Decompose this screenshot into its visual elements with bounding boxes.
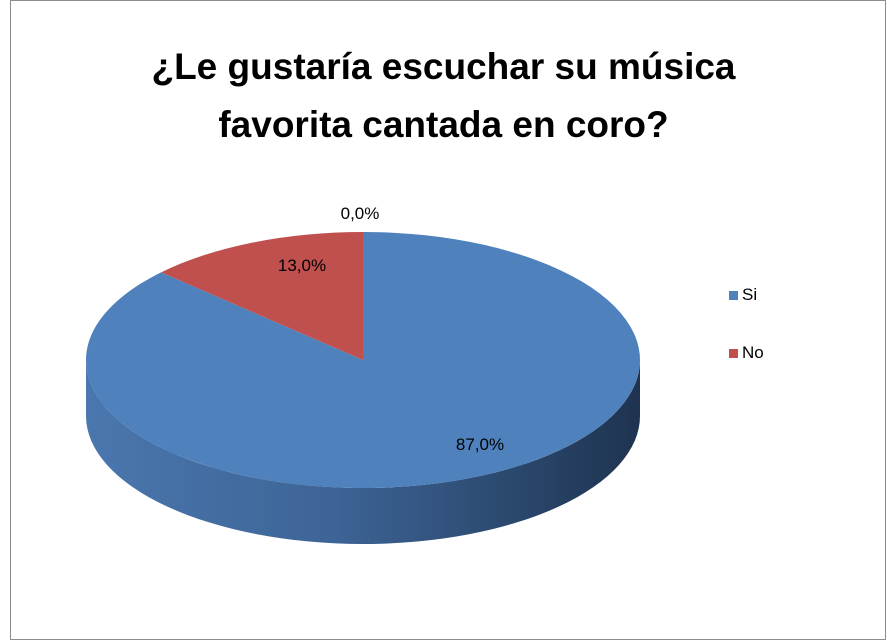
data-label-zero: 0,0%: [341, 204, 380, 223]
data-label-si: 87,0%: [456, 435, 504, 454]
chart-title: ¿Le gustaría escuchar su música favorita…: [0, 38, 887, 154]
data-label-no: 13,0%: [278, 256, 326, 275]
pie-slice-no: [161, 232, 363, 360]
legend-label-no: No: [742, 343, 764, 362]
chart-title-line-2: favorita cantada en coro?: [218, 104, 669, 145]
pie-chart: 87,0% 13,0% 0,0% Si No: [85, 204, 764, 544]
chart-title-line-1: ¿Le gustaría escuchar su música: [151, 46, 736, 87]
pie-side-wall: [86, 360, 640, 544]
pie-slice-si: [85, 232, 640, 488]
legend-swatch-no: [729, 349, 738, 358]
legend-label-si: Si: [742, 285, 757, 304]
legend-swatch-si: [729, 291, 738, 300]
